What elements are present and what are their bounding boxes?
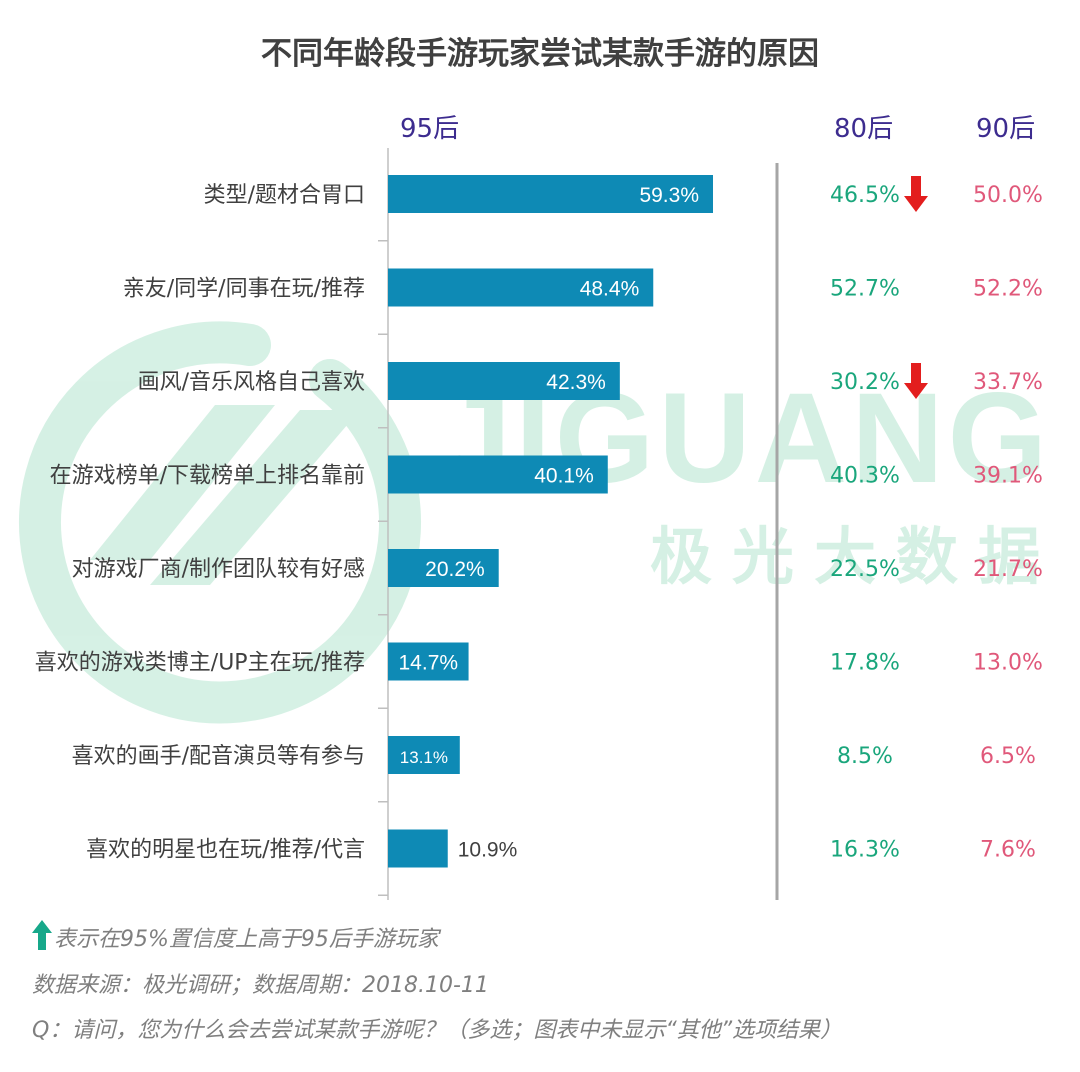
bar-95: [388, 829, 448, 868]
value-80: 8.5%: [837, 744, 893, 769]
footnote-legend-text: 表示在95%置信度上高于95后手游玩家: [54, 927, 439, 952]
bar-95-label: 42.3%: [546, 371, 606, 394]
bar-95: [388, 175, 713, 213]
bar-95: [388, 268, 654, 307]
category-label: 在游戏榜单/下载榜单上排名靠前: [50, 464, 365, 489]
bar-95: [388, 642, 469, 681]
bar-95-label: 59.3%: [639, 184, 699, 207]
down-arrow-icon: [904, 363, 928, 399]
category-label: 喜欢的画手/配音演员等有参与: [72, 744, 365, 769]
value-80: 40.3%: [830, 464, 900, 489]
value-80: 52.7%: [830, 277, 900, 302]
value-90: 50.0%: [973, 183, 1043, 208]
bar-95-label: 14.7%: [399, 652, 459, 675]
value-90: 6.5%: [980, 744, 1036, 769]
value-80: 17.8%: [830, 651, 900, 676]
down-arrow-icon: [904, 176, 928, 212]
bar-95-label: 13.1%: [400, 748, 448, 767]
bar-95: [388, 455, 608, 494]
column-header-90: 90后: [976, 114, 1036, 144]
footnote-question: Q：请问，您为什么会去尝试某款手游呢？（多选；图表中未显示“其他”选项结果）: [32, 1018, 843, 1043]
category-label: 对游戏厂商/制作团队较有好感: [72, 557, 365, 582]
value-90: 7.6%: [980, 838, 1036, 863]
value-90: 21.7%: [973, 557, 1043, 582]
category-label: 类型/题材合胃口: [204, 183, 365, 208]
value-80: 16.3%: [830, 838, 900, 863]
footnote-legend: 表示在95%置信度上高于95后手游玩家: [32, 920, 439, 956]
category-label: 喜欢的明星也在玩/推荐/代言: [86, 838, 365, 863]
value-80: 22.5%: [830, 557, 900, 582]
column-header-80: 80后: [834, 114, 894, 144]
bar-95: [388, 549, 499, 587]
category-label: 亲友/同学/同事在玩/推荐: [123, 277, 365, 302]
value-80: 46.5%: [830, 183, 900, 208]
bar-95: [388, 736, 460, 774]
bar-95-label: 10.9%: [458, 839, 518, 862]
chart-title: 不同年龄段手游玩家尝试某款手游的原因: [261, 36, 819, 72]
bar-95: [388, 362, 620, 400]
category-label: 喜欢的游戏类博主/UP主在玩/推荐: [35, 651, 365, 676]
bar-95-label: 48.4%: [580, 278, 640, 301]
column-header-95: 95后: [400, 114, 460, 144]
category-label: 画风/音乐风格自己喜欢: [138, 370, 365, 395]
value-90: 52.2%: [973, 277, 1043, 302]
value-90: 33.7%: [973, 370, 1043, 395]
bar-95-label: 20.2%: [425, 558, 485, 581]
value-90: 39.1%: [973, 464, 1043, 489]
value-80: 30.2%: [830, 370, 900, 395]
value-90: 13.0%: [973, 651, 1043, 676]
up-arrow-icon: [32, 920, 52, 956]
footnote-source: 数据来源：极光调研；数据周期：2018.10-11: [32, 973, 489, 998]
bar-95-label: 40.1%: [534, 465, 594, 488]
